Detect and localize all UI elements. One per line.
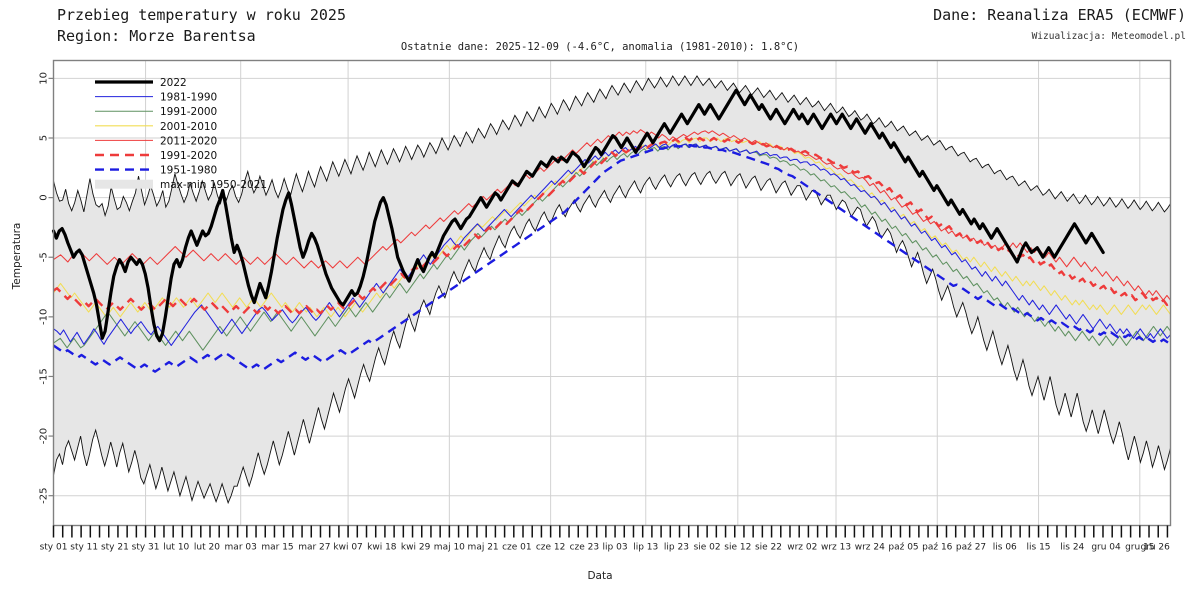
- y-tick-label: 5: [39, 135, 50, 141]
- legend-label: 2022: [160, 77, 187, 89]
- x-tick-label: maj 21: [468, 543, 499, 553]
- x-tick-label: kwi 29: [401, 543, 431, 553]
- x-tick-label: lut 20: [194, 543, 220, 553]
- minmax-band-max-line: [53, 75, 1171, 218]
- series-line-current-year: [51, 88, 1105, 343]
- x-tick-label: cze 12: [536, 543, 566, 553]
- x-tick-label: maj 10: [434, 543, 465, 553]
- latest-data-subtitle: Ostatnie dane: 2025-12-09 (-4.6°C, anoma…: [400, 41, 800, 53]
- y-tick-label: -20: [39, 428, 50, 444]
- series-line-1991-2020: [52, 136, 1172, 315]
- axes-frame: [52, 59, 1172, 527]
- x-tick-label: wrz 13: [821, 543, 851, 553]
- legend-swatch-band: [95, 179, 153, 189]
- plot-frame: [52, 59, 1172, 527]
- x-tick-label: kwi 18: [367, 543, 397, 553]
- legend-label: 2011-2020: [160, 135, 217, 147]
- region-subtitle: Region: Morze Barentsa: [57, 27, 256, 45]
- series-line-1951-1980: [52, 143, 1172, 373]
- x-tick-label: paź 16: [922, 543, 953, 553]
- y-tick-label: -25: [39, 488, 50, 504]
- x-tick-label: sie 22: [755, 543, 782, 553]
- x-tick-label: wrz 24: [855, 543, 885, 553]
- minmax-band-min-line: [53, 170, 1171, 505]
- x-tick-label: lip 23: [664, 543, 689, 553]
- x-tick-label: lis 06: [993, 543, 1017, 553]
- minmax-band: [53, 75, 1171, 505]
- x-tick-label: lut 10: [163, 543, 189, 553]
- x-tick-label: paź 05: [888, 543, 918, 553]
- x-tick-label: gru 04: [1091, 543, 1121, 553]
- chart-legend[interactable]: 2022 1981-1990 1991-2000 2001-2010 2011-2020…: [95, 77, 267, 191]
- x-tick-label: sty 11: [70, 543, 98, 553]
- x-tick-label: wrz 02: [787, 543, 817, 553]
- page-title: Przebieg temperatury w roku 2025: [57, 6, 346, 24]
- legend-label: max-min 1950-2021: [160, 179, 267, 191]
- legend-label: 2001-2010: [160, 121, 217, 133]
- x-tick-label: cze 01: [502, 543, 532, 553]
- y-axis-ticks: 10 5 0 -5 -10 -15 -20 -25: [39, 72, 54, 504]
- x-tick-label: sie 02: [694, 543, 721, 553]
- legend-label: 1991-2020: [160, 150, 217, 162]
- x-tick-label: gru 26: [1140, 543, 1170, 553]
- y-tick-label: 0: [39, 194, 50, 200]
- visualization-credit: Wizualizacja: Meteomodel.pl: [1031, 31, 1186, 42]
- legend-label: 1991-2000: [160, 106, 217, 118]
- minmax-band-fill: [53, 76, 1171, 503]
- y-tick-label: -10: [39, 309, 50, 325]
- x-tick-label: mar 15: [261, 543, 293, 553]
- x-tick-label: lip 03: [603, 543, 628, 553]
- x-tick-label: sty 21: [101, 543, 129, 553]
- y-tick-label: -5: [39, 252, 50, 262]
- x-tick-label: cze 23: [570, 543, 600, 553]
- x-tick-label: gru 15: [1125, 543, 1154, 553]
- x-tick-label: paź 27: [956, 543, 986, 553]
- x-axis-ticks: sty 01 sty 11 sty 21 sty 31 lut 10 lut 20 mar …: [40, 525, 1170, 553]
- y-tick-label: 10: [39, 72, 50, 85]
- x-tick-label: sty 31: [132, 543, 160, 553]
- x-tick-label: kwi 07: [333, 543, 362, 553]
- x-axis-label: Data: [587, 570, 613, 582]
- x-tick-label: mar 03: [225, 543, 257, 553]
- x-tick-label: lis 24: [1060, 543, 1084, 553]
- legend-label: 1981-1990: [160, 92, 217, 104]
- x-tick-label: lis 15: [1027, 543, 1051, 553]
- series-line-1991-2000: [53, 143, 1171, 351]
- data-source-label: Dane: Reanaliza ERA5 (ECMWF): [933, 6, 1186, 24]
- y-tick-label: -15: [39, 368, 50, 384]
- x-tick-label: mar 27: [298, 543, 330, 553]
- x-tick-label: sty 01: [40, 543, 68, 553]
- legend-label: 1951-1980: [160, 165, 217, 177]
- x-tick-label: lip 13: [633, 543, 658, 553]
- series-lines: [51, 88, 1172, 373]
- x-tick-label: sie 12: [724, 543, 751, 553]
